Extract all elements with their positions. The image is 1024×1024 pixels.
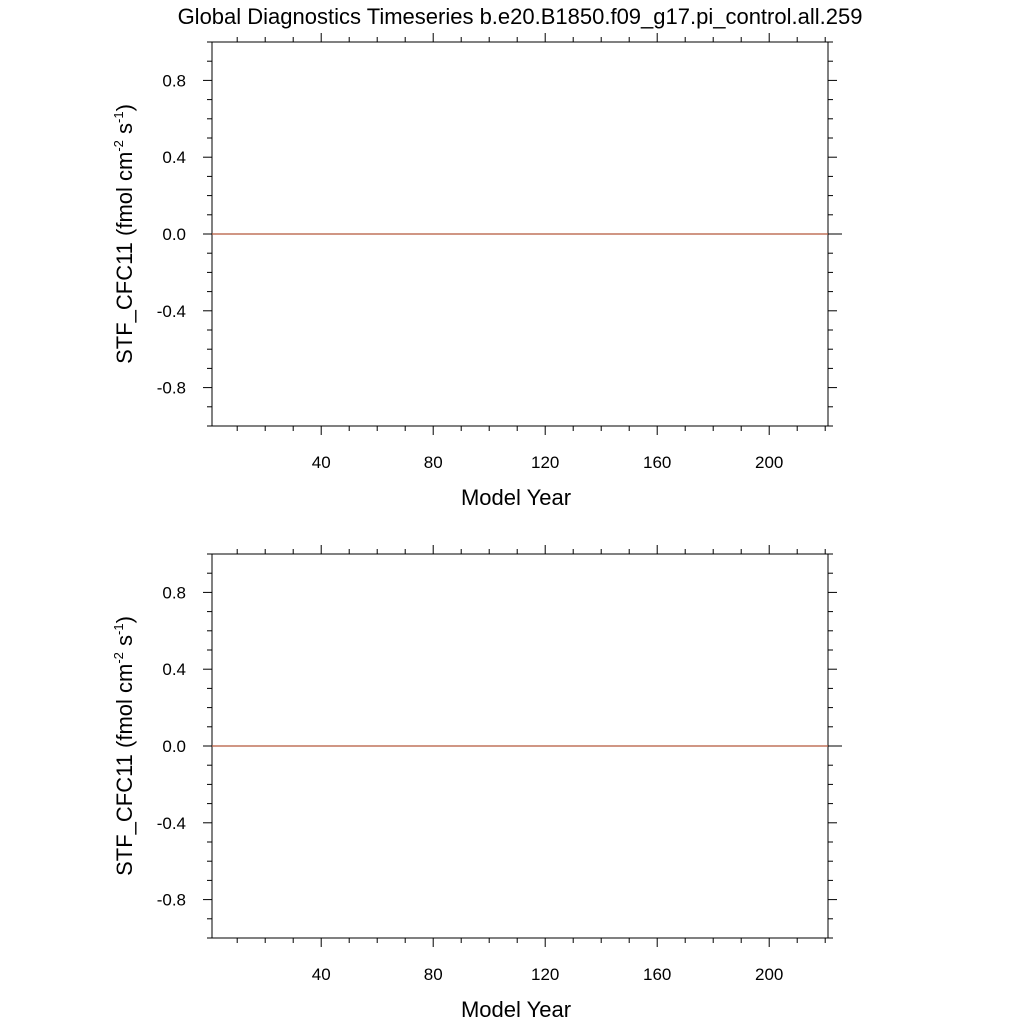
chart-1-y-axis-label-end: ) — [112, 104, 137, 111]
chart-2-x-tick-label: 80 — [424, 965, 443, 984]
figure-title: Global Diagnostics Timeseries b.e20.B185… — [178, 4, 863, 29]
chart-1-x-axis-label: Model Year — [461, 485, 571, 510]
chart-2-x-tick-label: 200 — [755, 965, 783, 984]
chart-1-y-tick-label: -0.8 — [157, 379, 186, 398]
chart-2-x-tick-label: 40 — [312, 965, 331, 984]
chart-2-y-tick-label: -0.8 — [157, 891, 186, 910]
chart-1-x-tick-label: 40 — [312, 453, 331, 472]
chart-2-y-tick-label: 0.4 — [162, 660, 186, 679]
chart-1-y-axis-label: STF_CFC11 (fmol cm-2 s-1) — [111, 104, 137, 364]
chart-2-x-tick-label: 120 — [531, 965, 559, 984]
chart-2-y-axis-label-sup2: -1 — [111, 623, 126, 635]
chart-2-x-tick-label: 160 — [643, 965, 671, 984]
chart-2-y-tick-label: -0.4 — [157, 814, 186, 833]
bottom-panel: 0.8 0.4 0.0 -0.4 -0.8 40 80 120 160 200 Model Year… — [111, 545, 842, 1022]
chart-2-y-axis-label-end: ) — [112, 616, 137, 623]
chart-1-y-axis-label-sup1: -2 — [111, 140, 126, 152]
chart-2-y-tick-label: 0.8 — [162, 583, 186, 602]
chart-1-y-axis-label-base: STF_CFC11 (fmol cm — [112, 152, 137, 364]
chart-2-x-axis-label: Model Year — [461, 997, 571, 1022]
chart-2-y-axis-label-sup1: -2 — [111, 652, 126, 664]
chart-1-y-axis-label-sup2: -1 — [111, 111, 126, 123]
chart-1-y-tick-label: -0.4 — [157, 302, 186, 321]
chart-1-x-tick-label: 80 — [424, 453, 443, 472]
chart-2-y-axis-label-mid: s — [112, 635, 137, 652]
chart-2-y-axis-label: STF_CFC11 (fmol cm-2 s-1) — [111, 616, 137, 876]
top-panel: 0.8 0.4 0.0 -0.4 -0.8 40 80 120 160 200 Model Year… — [111, 33, 842, 510]
chart-1-y-tick-label: 0.8 — [162, 71, 186, 90]
chart-1-x-tick-label: 200 — [755, 453, 783, 472]
chart-1-x-tick-label: 160 — [643, 453, 671, 472]
chart-1-y-tick-label: 0.4 — [162, 148, 186, 167]
chart-1-y-axis-label-mid: s — [112, 123, 137, 140]
chart-1-x-tick-label: 120 — [531, 453, 559, 472]
chart-1-y-tick-label: 0.0 — [162, 225, 186, 244]
chart-2-y-tick-label: 0.0 — [162, 737, 186, 756]
chart-2-y-axis-label-base: STF_CFC11 (fmol cm — [112, 664, 137, 876]
